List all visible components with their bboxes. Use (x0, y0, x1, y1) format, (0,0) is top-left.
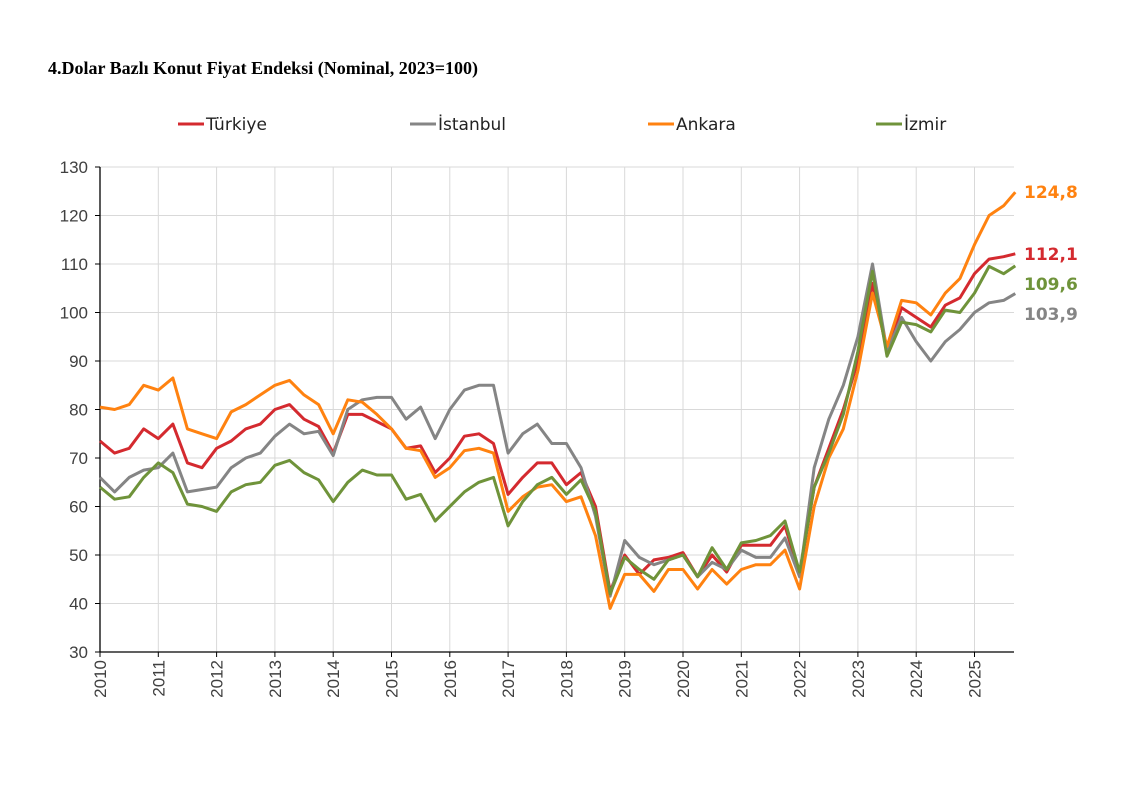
y-tick-label: 50 (69, 546, 88, 565)
x-tick-label: 2016 (441, 660, 460, 698)
x-tick-label: 2022 (791, 660, 810, 698)
x-tick-label: 2018 (557, 660, 576, 698)
legend-label: İstanbul (438, 114, 506, 135)
x-tick-label: 2024 (907, 660, 926, 698)
legend-label: İzmir (904, 114, 946, 135)
series-line-ankara (99, 191, 1017, 610)
x-tick-label: 2013 (266, 660, 285, 698)
series-line-i̇stanbul (98, 262, 1017, 598)
x-tick-label: 2019 (616, 660, 635, 698)
y-tick-label: 130 (60, 158, 88, 177)
y-tick-label: 70 (69, 449, 88, 468)
y-tick-label: 60 (69, 498, 88, 517)
y-tick-label: 80 (69, 401, 88, 420)
x-tick-label: 2010 (91, 660, 110, 698)
x-tick-label: 2014 (324, 660, 343, 698)
y-tick-label: 90 (69, 352, 88, 371)
y-tick-label: 100 (60, 304, 88, 323)
legend-label: Türkiye (205, 115, 267, 135)
y-tick-label: 30 (69, 643, 88, 662)
x-tick-label: 2017 (499, 660, 518, 698)
y-tick-label: 40 (69, 595, 88, 614)
x-tick-label: 2021 (732, 660, 751, 698)
x-tick-label: 2025 (966, 660, 985, 698)
chart-title: 4.Dolar Bazlı Konut Fiyat Endeksi (Nomin… (48, 58, 478, 78)
y-tick-label: 110 (61, 255, 88, 274)
x-tick-label: 2023 (849, 660, 868, 698)
x-tick-label: 2015 (383, 660, 402, 698)
y-tick-label: 120 (60, 207, 88, 226)
x-tick-label: 2011 (149, 660, 168, 697)
legend-label: Ankara (676, 115, 736, 135)
end-value-label: 109,6 (1024, 275, 1078, 295)
end-value-label: 112,1 (1024, 245, 1078, 265)
x-tick-label: 2020 (674, 660, 693, 698)
series-line-i̇zmir (99, 264, 1017, 596)
x-tick-label: 2012 (208, 660, 227, 698)
end-value-label: 103,9 (1024, 305, 1078, 325)
series-line-türkiye (99, 252, 1016, 593)
end-value-label: 124,8 (1024, 183, 1078, 203)
